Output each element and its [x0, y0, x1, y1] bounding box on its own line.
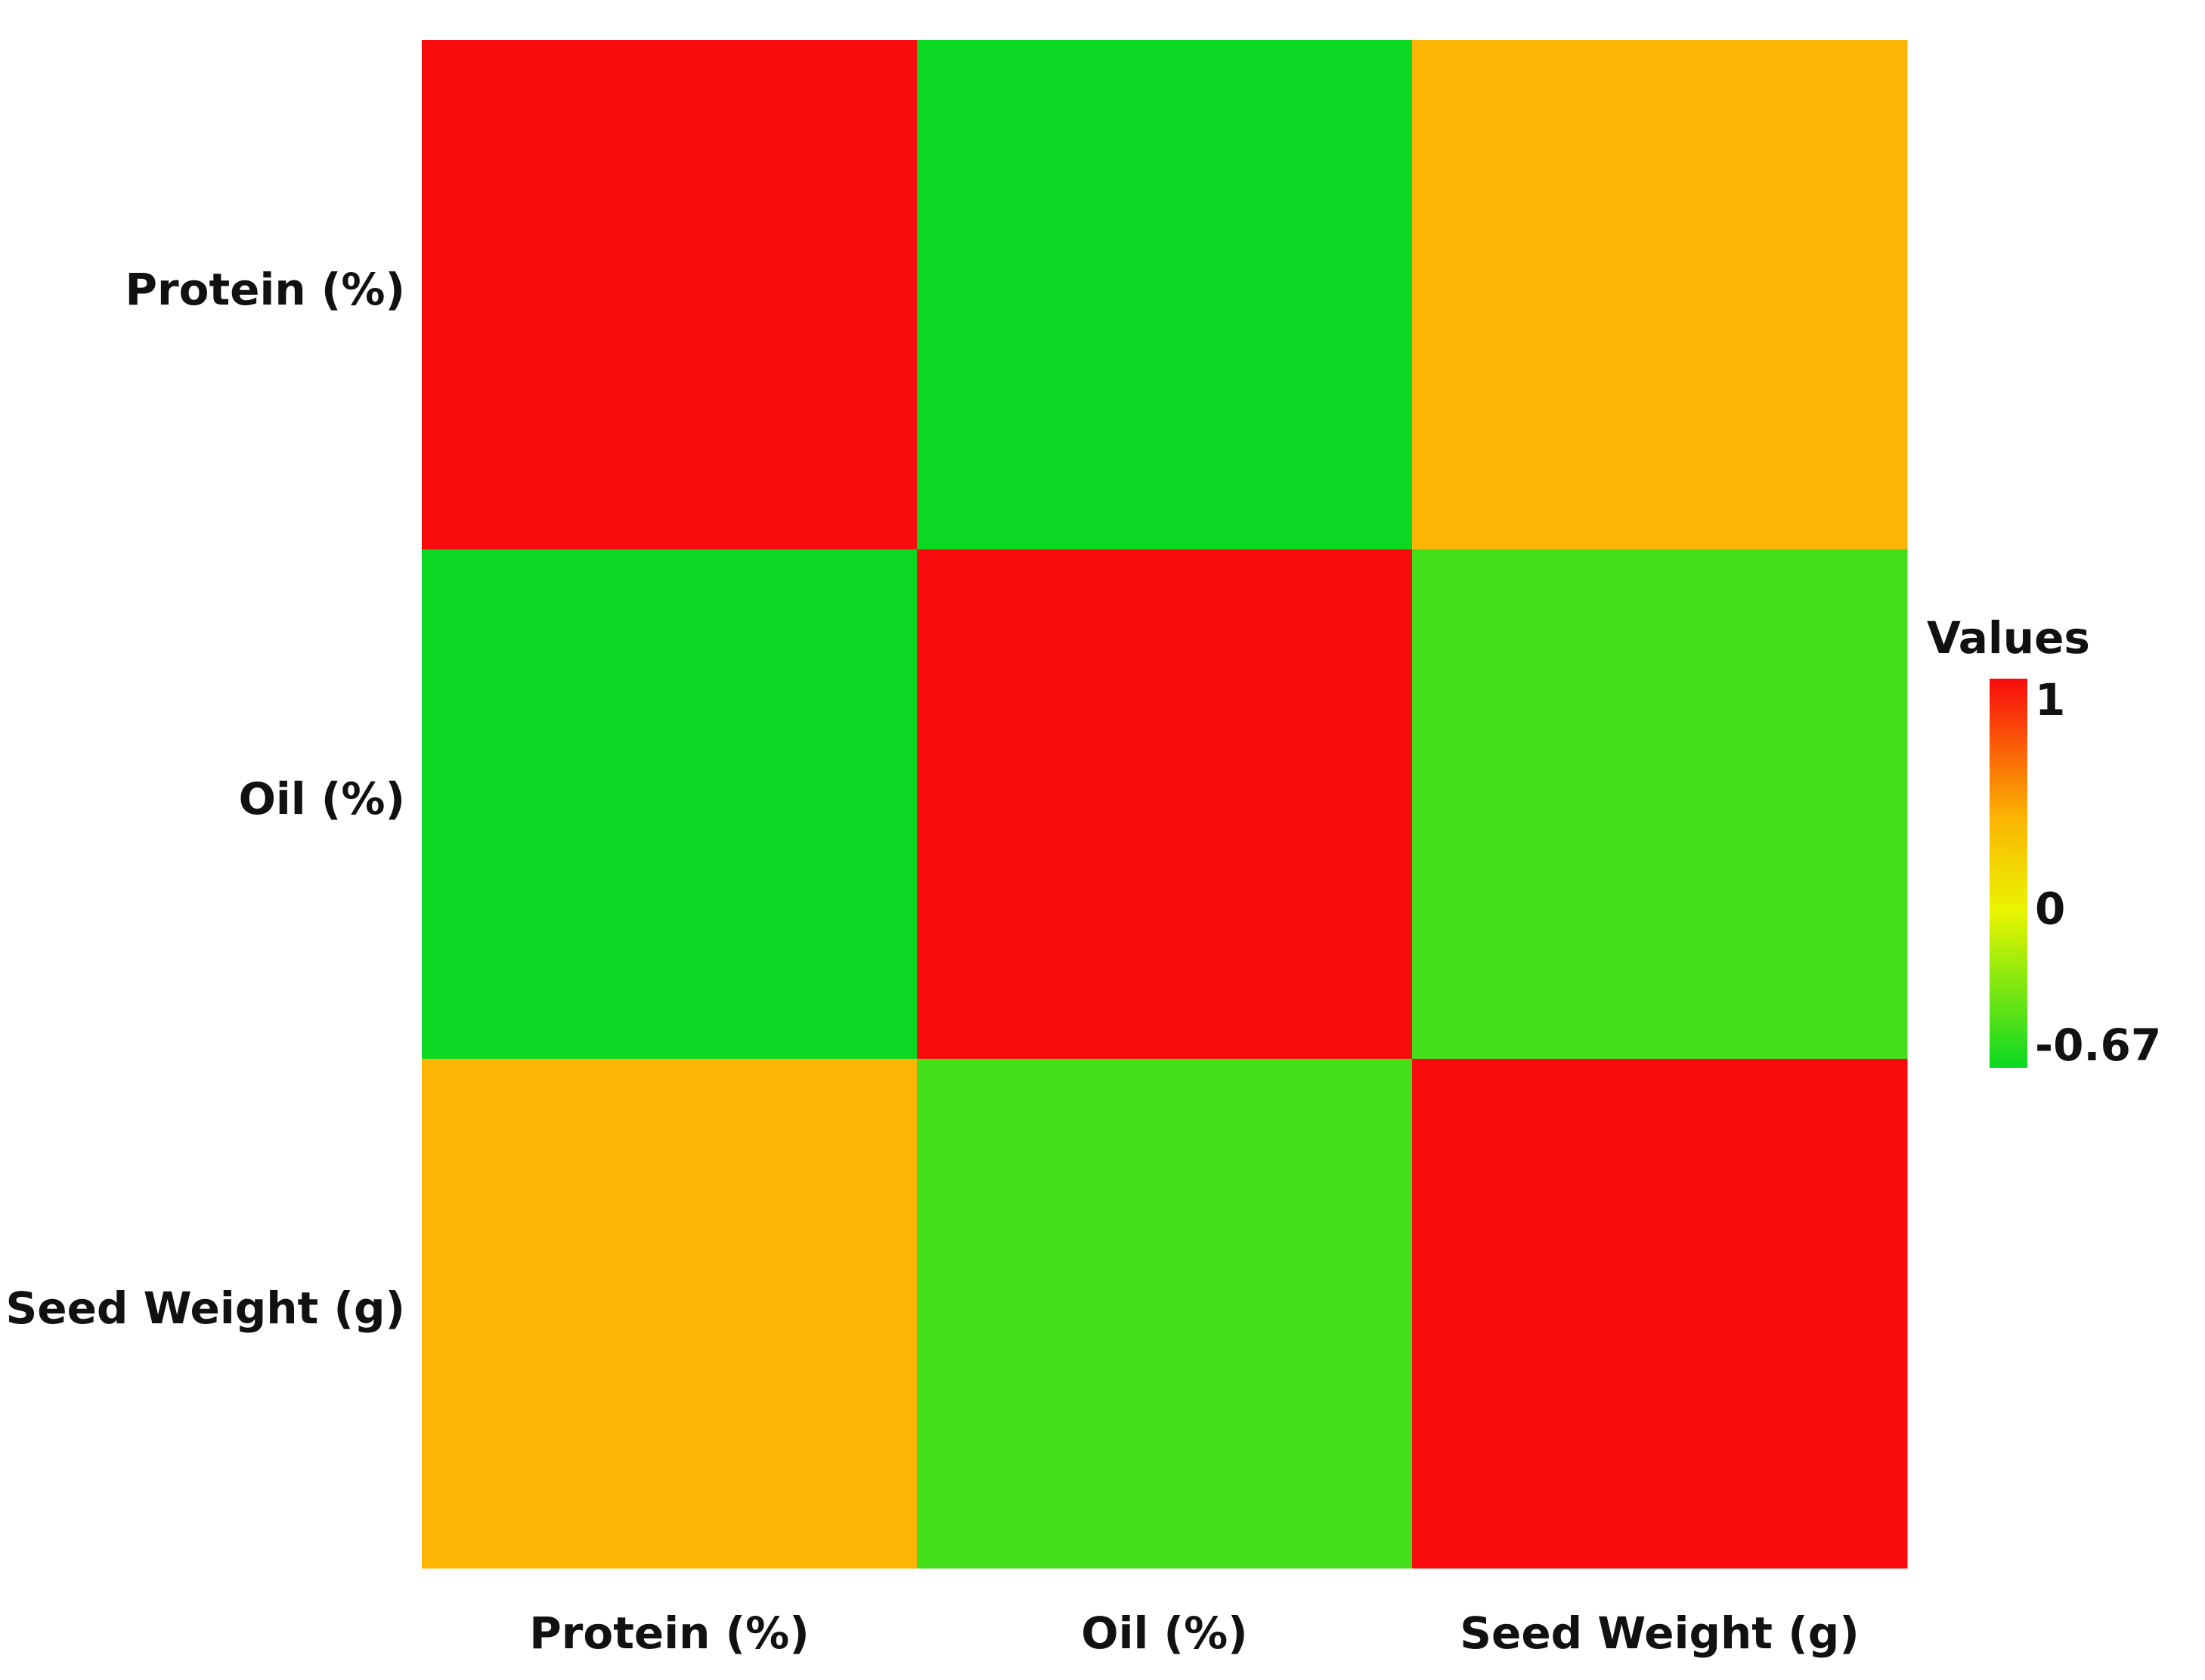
legend-tick-labels: 1 0 -0.67: [2035, 674, 2161, 1071]
x-axis-tick-label: Seed Weight (g): [1460, 1607, 1860, 1659]
heatmap-cell: [422, 549, 918, 1060]
heatmap-cell: [422, 40, 918, 550]
heatmap-cell: [1412, 1059, 1908, 1569]
legend-tick-label: 0: [2035, 883, 2065, 934]
heatmap-cell: [917, 1059, 1413, 1569]
heatmap-cell: [1412, 549, 1908, 1060]
y-axis-tick-label: Oil (%): [239, 773, 405, 825]
legend-color-bar: [1990, 679, 2027, 1068]
x-axis-tick-label: Protein (%): [529, 1607, 810, 1659]
x-axis-tick-labels: Protein (%) Oil (%) Seed Weight (g): [529, 1607, 1860, 1659]
heatmap-cells: [422, 40, 1908, 1569]
legend-title: Values: [1927, 612, 2090, 664]
heatmap-cell: [1412, 40, 1908, 550]
y-axis-tick-labels: Protein (%) Oil (%) Seed Weight (g): [5, 264, 405, 1334]
legend-tick-label: -0.67: [2035, 1019, 2161, 1071]
heatmap-cell: [917, 40, 1413, 550]
heatmap-cell: [917, 549, 1413, 1060]
heatmap-cell: [422, 1059, 918, 1569]
x-axis-tick-label: Oil (%): [1081, 1607, 1247, 1659]
color-legend: Values 1 0 -0.67: [1927, 612, 2161, 1071]
y-axis-tick-label: Protein (%): [125, 264, 405, 315]
legend-tick-label: 1: [2035, 674, 2065, 726]
y-axis-tick-label: Seed Weight (g): [5, 1282, 405, 1334]
